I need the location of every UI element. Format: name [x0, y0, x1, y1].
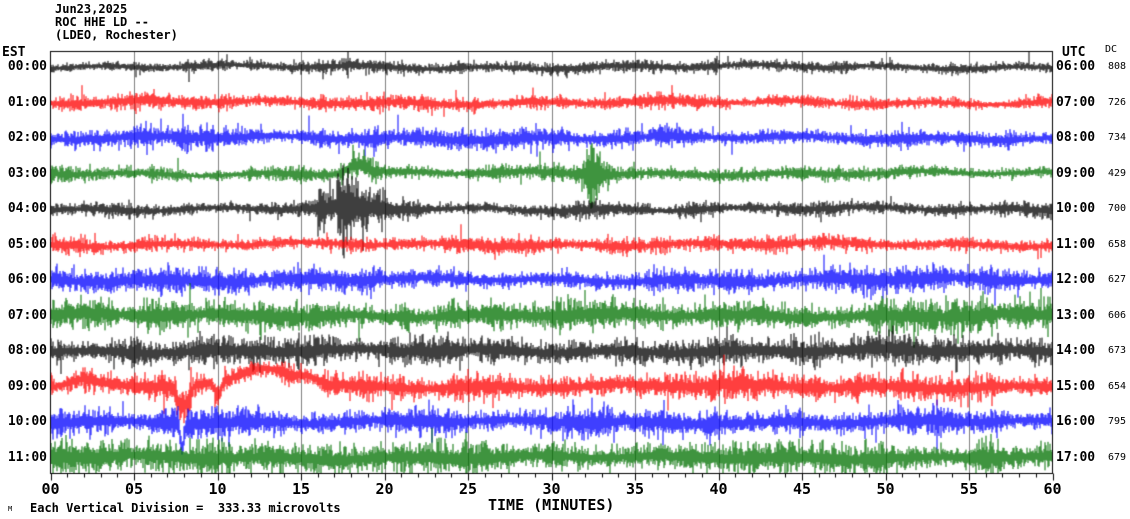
title-location: (LDEO, Rochester) [55, 28, 178, 42]
row-label-est: 07:00 [7, 307, 47, 323]
row-dc-value: 606 [1107, 309, 1126, 321]
dc-header: DC [1105, 44, 1118, 55]
row-dc-value: 658 [1107, 238, 1126, 250]
row-label-est: 10:00 [7, 414, 47, 429]
watermark-glyph: M [8, 505, 13, 513]
utc-header: UTC [1062, 45, 1086, 60]
row-label-utc: 06:00 [1056, 59, 1096, 74]
x-tick-label: 15 [291, 480, 311, 498]
title-date: Jun23,2025 [55, 2, 128, 16]
row-label-utc: 15:00 [1056, 378, 1096, 394]
row-label-est: 02:00 [7, 130, 47, 145]
row-label-est: 00:00 [7, 59, 47, 74]
row-dc-value: 429 [1107, 167, 1126, 179]
row-dc-value: 734 [1107, 132, 1126, 143]
row-label-utc: 12:00 [1056, 272, 1096, 287]
row-dc-value: 700 [1107, 203, 1126, 214]
row-label-utc: 17:00 [1056, 449, 1096, 465]
row-label-utc: 10:00 [1056, 201, 1096, 216]
row-label-est: 03:00 [7, 165, 47, 181]
x-tick-label: 45 [792, 480, 812, 498]
row-label-est: 01:00 [7, 94, 47, 110]
row-label-utc: 07:00 [1056, 94, 1096, 110]
x-tick-label: 20 [375, 480, 394, 498]
scale-caption: Each Vertical Division = 333.33 microvol… [30, 501, 341, 515]
x-tick-label: 30 [542, 480, 561, 498]
x-axis-label: TIME (MINUTES) [488, 496, 615, 514]
row-dc-value: 679 [1107, 451, 1126, 463]
x-tick-label: 55 [959, 480, 979, 498]
est-header: EST [2, 45, 26, 60]
row-label-est: 09:00 [7, 378, 47, 394]
row-label-est: 05:00 [7, 236, 47, 252]
x-tick-label: 60 [1043, 480, 1062, 498]
row-label-est: 11:00 [7, 449, 47, 465]
x-tick-label: 35 [625, 480, 645, 498]
row-dc-value: 654 [1107, 380, 1126, 392]
row-label-utc: 08:00 [1056, 130, 1096, 145]
row-label-utc: 14:00 [1056, 343, 1096, 358]
x-tick-label: 25 [458, 480, 478, 498]
title-station: ROC HHE LD -- [55, 15, 149, 29]
row-label-est: 06:00 [7, 272, 47, 287]
row-label-utc: 13:00 [1056, 307, 1096, 323]
row-dc-value: 673 [1107, 345, 1126, 356]
x-tick-label: 00 [41, 480, 60, 498]
row-dc-value: 808 [1107, 61, 1126, 72]
x-tick-label: 40 [709, 480, 728, 498]
row-label-est: 08:00 [7, 343, 47, 358]
row-label-utc: 09:00 [1056, 165, 1096, 181]
x-tick-label: 50 [876, 480, 895, 498]
row-dc-value: 795 [1107, 416, 1126, 427]
row-dc-value: 726 [1107, 96, 1126, 108]
row-dc-value: 627 [1107, 274, 1126, 285]
x-tick-label: 10 [208, 480, 227, 498]
row-label-est: 04:00 [7, 201, 47, 216]
row-label-utc: 16:00 [1056, 414, 1096, 429]
row-label-utc: 11:00 [1056, 236, 1096, 252]
x-tick-label: 05 [124, 480, 144, 498]
